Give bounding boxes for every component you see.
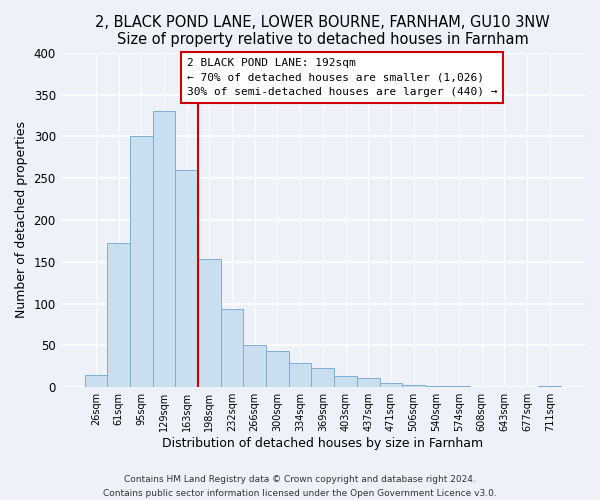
Bar xyxy=(380,383,402,387)
Bar xyxy=(402,384,425,387)
Y-axis label: Number of detached properties: Number of detached properties xyxy=(15,122,28,318)
Bar xyxy=(221,310,244,387)
Bar xyxy=(334,376,357,387)
Bar xyxy=(311,368,334,387)
Bar xyxy=(244,346,266,387)
Bar xyxy=(152,112,175,387)
Bar xyxy=(448,386,470,387)
Text: Contains HM Land Registry data © Crown copyright and database right 2024.
Contai: Contains HM Land Registry data © Crown c… xyxy=(103,476,497,498)
Bar xyxy=(357,378,380,387)
Text: 2 BLACK POND LANE: 192sqm
← 70% of detached houses are smaller (1,026)
30% of se: 2 BLACK POND LANE: 192sqm ← 70% of detac… xyxy=(187,58,497,98)
Bar xyxy=(130,136,152,387)
Bar xyxy=(107,244,130,387)
Bar xyxy=(198,260,221,387)
Bar xyxy=(175,170,198,387)
Bar xyxy=(425,386,448,387)
Bar xyxy=(85,374,107,387)
Bar xyxy=(266,352,289,387)
X-axis label: Distribution of detached houses by size in Farnham: Distribution of detached houses by size … xyxy=(162,437,484,450)
Bar xyxy=(289,363,311,387)
Title: 2, BLACK POND LANE, LOWER BOURNE, FARNHAM, GU10 3NW
Size of property relative to: 2, BLACK POND LANE, LOWER BOURNE, FARNHA… xyxy=(95,15,550,48)
Bar xyxy=(538,386,561,387)
